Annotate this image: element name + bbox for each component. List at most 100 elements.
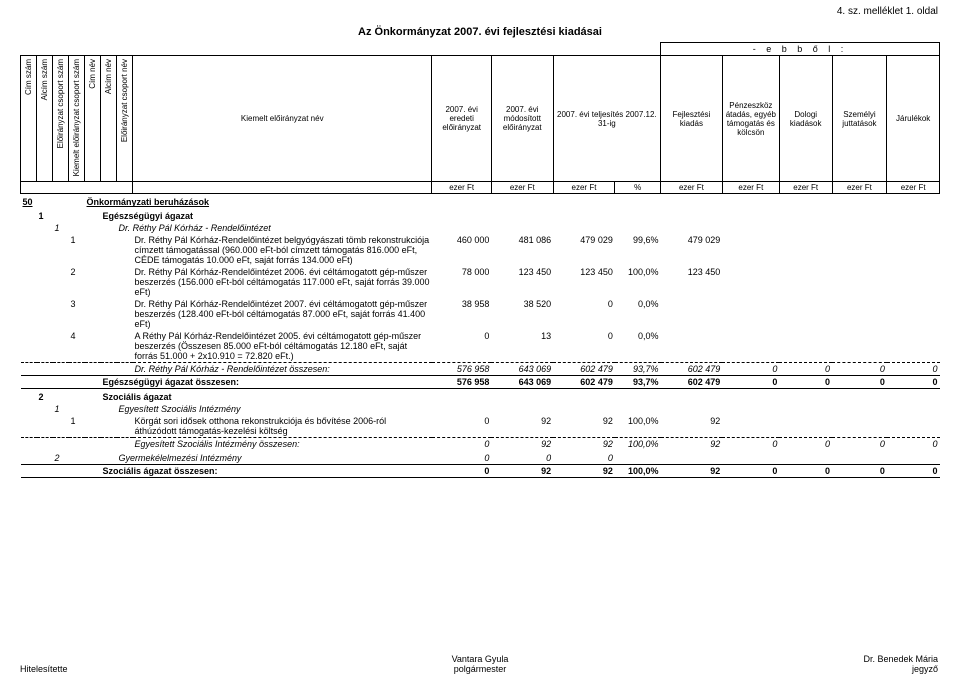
inst-num: 1 xyxy=(53,403,69,415)
cell: 100,0% xyxy=(615,465,661,478)
col-header: Alcím szám xyxy=(40,57,49,102)
cell: 0 xyxy=(832,363,887,376)
line-num: 1 xyxy=(69,234,85,266)
line-text: A Réthy Pál Kórház-Rendelőintézet 2005. … xyxy=(133,330,432,363)
total-label: Egyesített Szociális Intézmény összesen: xyxy=(133,438,432,451)
cell: 92 xyxy=(553,465,615,478)
table-row: Egyesített Szociális Intézmény összesen:… xyxy=(21,438,940,451)
cell: 0 xyxy=(722,363,779,376)
cell: 99,6% xyxy=(615,234,661,266)
cell: 602 479 xyxy=(553,363,615,376)
inst-label: Gyermekélelmezési Intézmény xyxy=(117,452,432,465)
col-header: Cím név xyxy=(88,57,97,91)
col-header: Járulékok xyxy=(887,56,940,182)
line-num: 4 xyxy=(69,330,85,363)
cell: 0 xyxy=(832,438,887,451)
cell: 0 xyxy=(779,363,832,376)
cell: 0 xyxy=(491,452,553,465)
cell: 576 958 xyxy=(432,363,491,376)
cell: 93,7% xyxy=(615,376,661,389)
footer-role: polgármester xyxy=(454,664,507,674)
cell: 0 xyxy=(779,465,832,478)
cell: 38 958 xyxy=(432,298,491,330)
cell: 0 xyxy=(553,452,615,465)
unit-cell: ezer Ft xyxy=(491,182,553,194)
cell: 0 xyxy=(432,415,491,438)
main-table: - e b b ő l : Cím szám Alcím szám Előirá… xyxy=(20,42,940,478)
section-num: 50 xyxy=(21,196,37,208)
cell: 0 xyxy=(832,376,887,389)
total-label: Egészségügyi ágazat összesen: xyxy=(101,376,432,389)
cell: 602 479 xyxy=(661,363,723,376)
cell: 0 xyxy=(779,376,832,389)
cell: 0 xyxy=(553,298,615,330)
cell: 0 xyxy=(887,376,940,389)
col-header: Alcím név xyxy=(104,57,113,96)
table-row: 1 Egészségügyi ágazat xyxy=(21,210,940,222)
cell: 100,0% xyxy=(615,415,661,438)
section-label: Önkormányzati beruházások xyxy=(85,196,432,208)
cell: 0 xyxy=(887,363,940,376)
ebbol-header: - e b b ő l : xyxy=(661,43,940,56)
cell: 0 xyxy=(887,465,940,478)
inst-num: 2 xyxy=(53,452,69,465)
table-row: 1 Egyesített Szociális Intézmény xyxy=(21,403,940,415)
inst-label: Dr. Réthy Pál Kórház - Rendelőintézet xyxy=(117,222,492,234)
cell: 100,0% xyxy=(615,438,661,451)
table-row: 1 Dr. Réthy Pál Kórház-Rendelőintézet be… xyxy=(21,234,940,266)
cell: 602 479 xyxy=(553,376,615,389)
page-title: Az Önkormányzat 2007. évi fejlesztési ki… xyxy=(20,26,940,38)
table-header-row: Cím szám Alcím szám Előirányzat csoport … xyxy=(21,56,940,182)
cell: 643 069 xyxy=(491,376,553,389)
footer-role: jegyző xyxy=(912,664,938,674)
col-header: Személyi juttatások xyxy=(832,56,887,182)
table-row: 3 Dr. Réthy Pál Kórház-Rendelőintézet 20… xyxy=(21,298,940,330)
cell: 92 xyxy=(491,415,553,438)
unit-cell: ezer Ft xyxy=(432,182,491,194)
col-header: 2007. évi eredeti előirányzat xyxy=(432,56,491,182)
cell: 0 xyxy=(432,452,491,465)
cell: 38 520 xyxy=(491,298,553,330)
cell: 0 xyxy=(432,438,491,451)
footer-right: Dr. Benedek Mária jegyző xyxy=(863,654,938,674)
cell: 92 xyxy=(491,438,553,451)
cell: 92 xyxy=(661,438,723,451)
footer-name: Dr. Benedek Mária xyxy=(863,654,938,664)
group-label: Egészségügyi ágazat xyxy=(101,210,492,222)
col-header: Előirányzat csoport név xyxy=(120,57,129,144)
cell: 123 450 xyxy=(553,266,615,298)
total-label: Szociális ágazat összesen: xyxy=(101,465,432,478)
cell: 123 450 xyxy=(661,266,723,298)
table-row: 2 Gyermekélelmezési Intézmény 0 0 0 xyxy=(21,452,940,465)
col-header: Cím szám xyxy=(24,57,33,97)
cell: 92 xyxy=(491,465,553,478)
cell: 0 xyxy=(887,438,940,451)
cell: 13 xyxy=(491,330,553,363)
cell xyxy=(661,298,723,330)
table-row: 1 Dr. Réthy Pál Kórház - Rendelőintézet xyxy=(21,222,940,234)
table-row: 4 A Réthy Pál Kórház-Rendelőintézet 2005… xyxy=(21,330,940,363)
col-header: Előirányzat csoport szám xyxy=(56,57,65,150)
table-row: Egészségügyi ágazat összesen: 576 958 64… xyxy=(21,376,940,389)
col-header: 2007. évi teljesítés 2007.12. 31-ig xyxy=(553,56,660,182)
col-header: 2007. évi módosított előirányzat xyxy=(491,56,553,182)
cell: 0 xyxy=(432,330,491,363)
cell: 576 958 xyxy=(432,376,491,389)
table-row: Dr. Réthy Pál Kórház - Rendelőintézet ös… xyxy=(21,363,940,376)
cell: 0 xyxy=(832,465,887,478)
cell: 0 xyxy=(722,438,779,451)
cell: 0 xyxy=(722,465,779,478)
table-row: Szociális ágazat összesen: 0 92 92 100,0… xyxy=(21,465,940,478)
cell: 0,0% xyxy=(615,330,661,363)
cell: 643 069 xyxy=(491,363,553,376)
footer-center: Vantara Gyula polgármester xyxy=(0,654,960,674)
unit-cell: ezer Ft xyxy=(779,182,832,194)
cell: 123 450 xyxy=(491,266,553,298)
cell: 0,0% xyxy=(615,298,661,330)
unit-cell: ezer Ft xyxy=(661,182,723,194)
cell: 92 xyxy=(553,415,615,438)
line-num: 3 xyxy=(69,298,85,330)
cell: 100,0% xyxy=(615,266,661,298)
group-num: 1 xyxy=(37,210,53,222)
group-label: Szociális ágazat xyxy=(101,391,492,403)
